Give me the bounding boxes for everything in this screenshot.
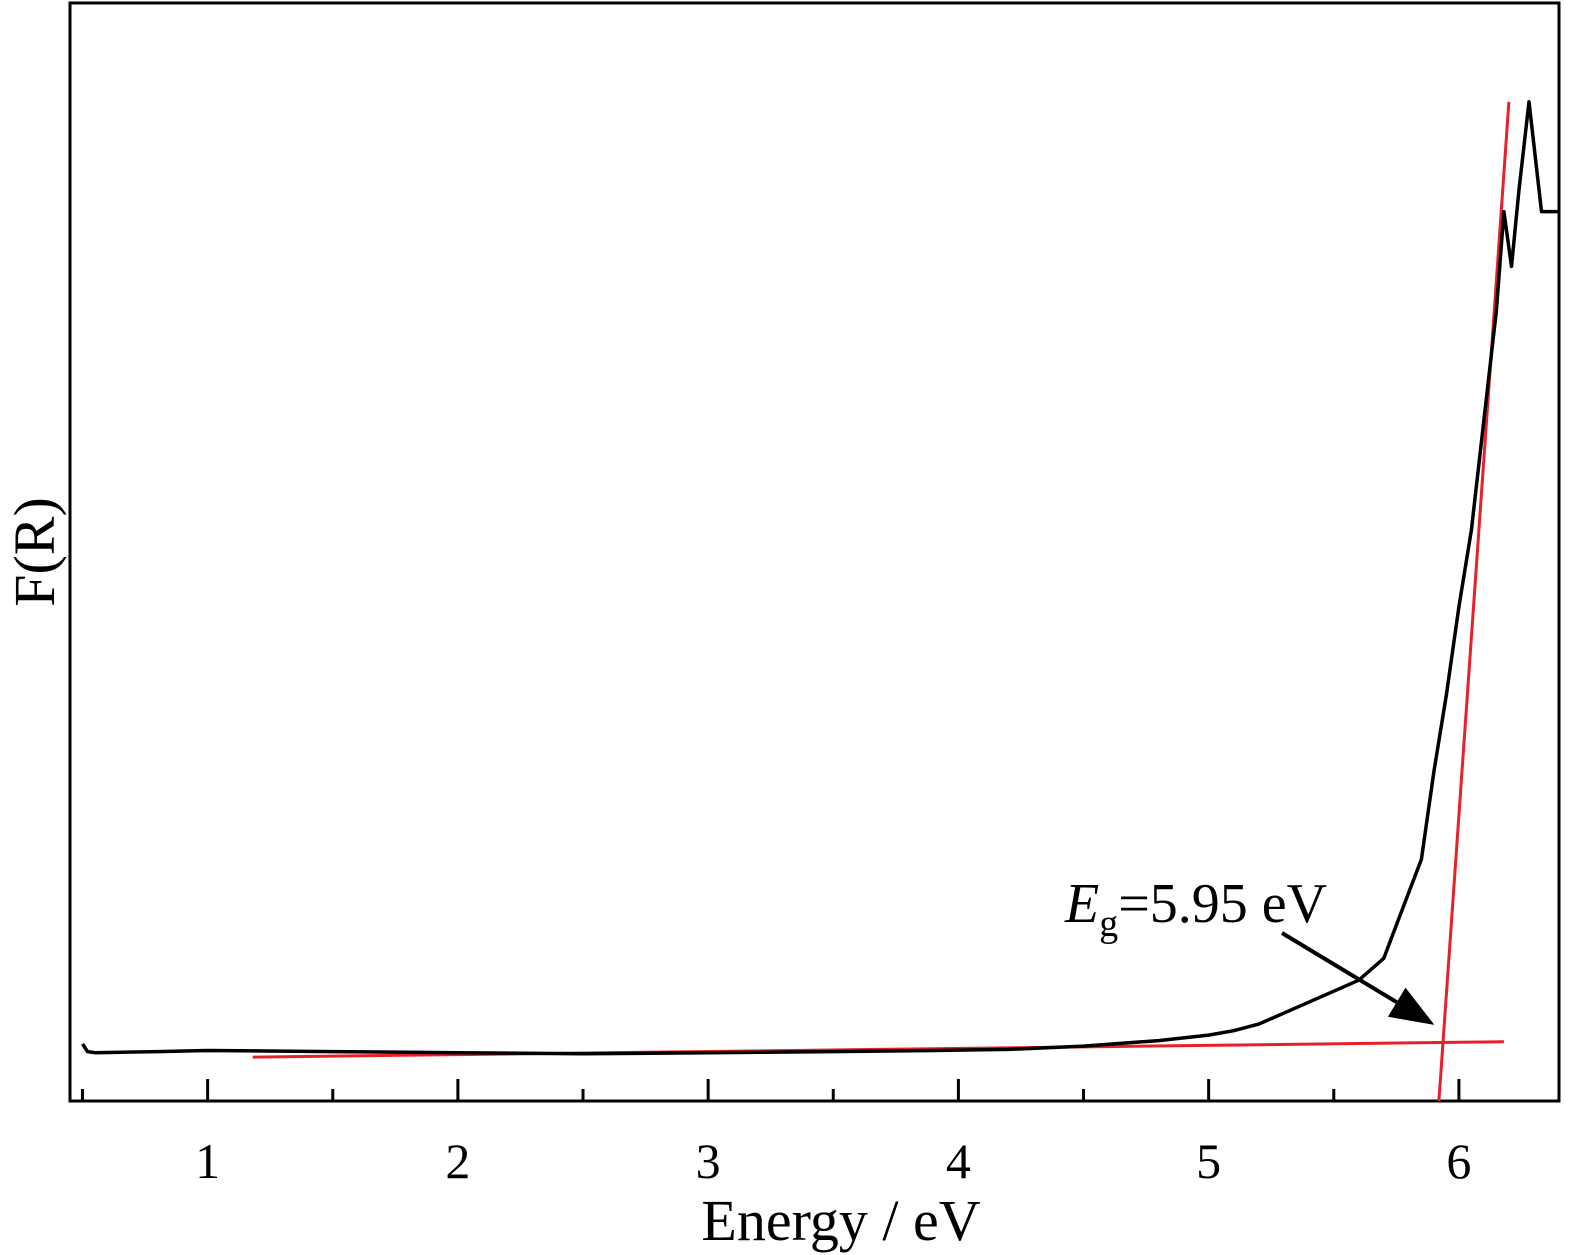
arrow-head (1387, 987, 1435, 1025)
bandgap-label: Eg=5.95 eV (1064, 873, 1327, 945)
x-axis-tick-labels: 1 2 3 4 5 6 (195, 1133, 1471, 1189)
x-axis-label: Energy / eV (701, 1188, 980, 1253)
x-tick-label-3: 3 (696, 1133, 721, 1189)
spectrum-line (81, 100, 1559, 1056)
x-axis-ticks (81, 1079, 1461, 1101)
fit-lines (252, 101, 1511, 1102)
x-tick-label-2: 2 (445, 1133, 470, 1189)
bandgap-value: =5.95 eV (1118, 873, 1327, 935)
bandgap-annotation: Eg=5.95 eV (1064, 873, 1435, 1025)
arrow-shaft (1280, 931, 1398, 1004)
plot-frame (68, 1, 1561, 1103)
x-tick-label-4: 4 (946, 1133, 971, 1189)
x-tick-label-5: 5 (1196, 1133, 1221, 1189)
y-axis-label: F(R) (2, 497, 67, 607)
spectrum-series (81, 100, 1559, 1056)
bandgap-symbol: E (1064, 873, 1099, 935)
bandgap-subscript: g (1099, 903, 1118, 945)
x-tick-label-1: 1 (195, 1133, 220, 1189)
absorption-edge-fit-line (1437, 101, 1511, 1102)
x-tick-label-6: 6 (1446, 1133, 1471, 1189)
